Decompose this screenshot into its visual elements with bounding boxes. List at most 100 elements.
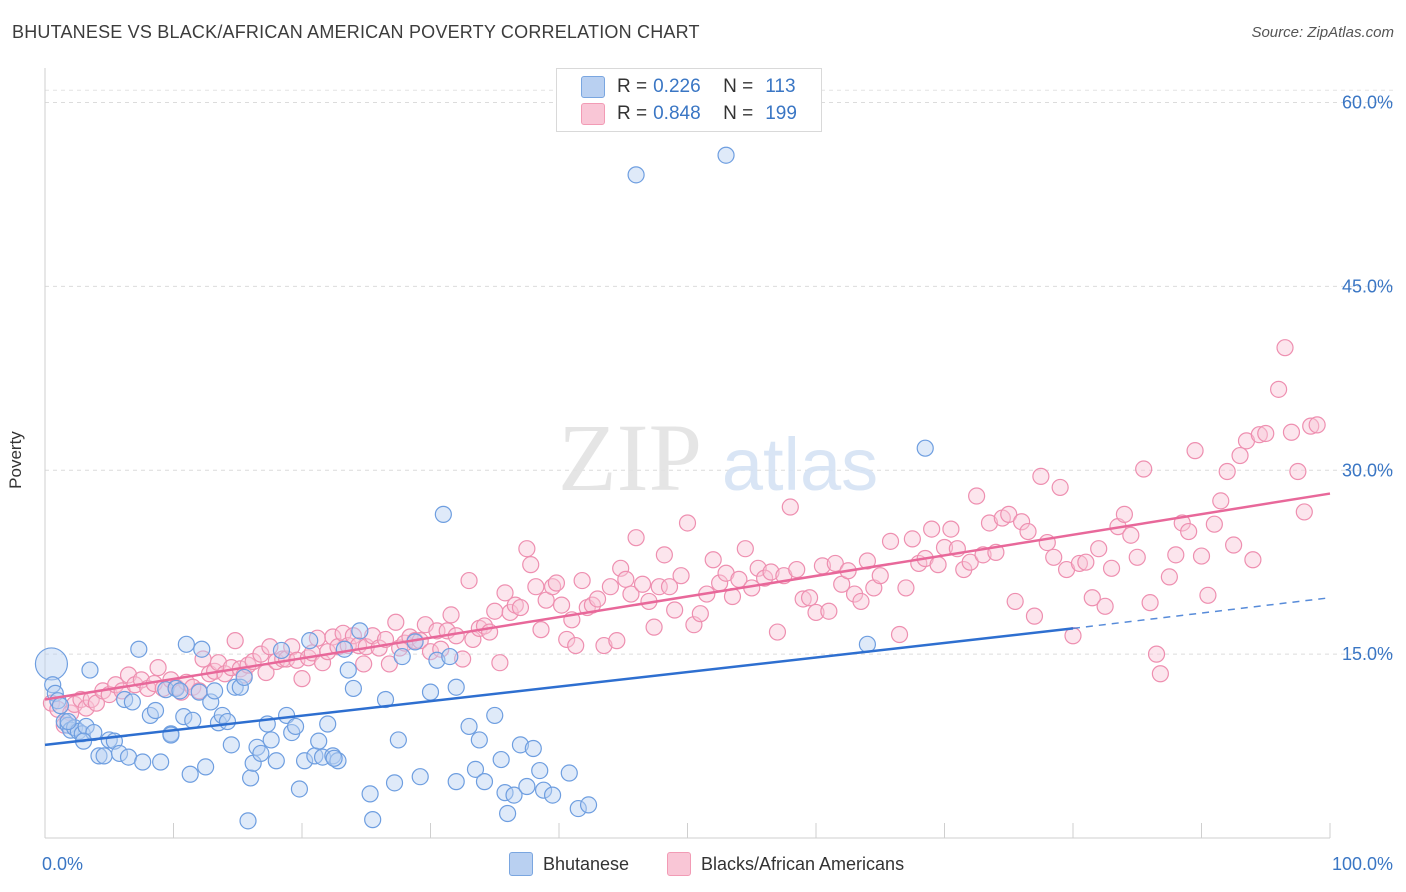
- black-point: [588, 590, 607, 608]
- black-point: [1083, 589, 1101, 607]
- y-tick-label: 45.0%: [1342, 276, 1393, 296]
- black-point: [871, 567, 889, 585]
- chart-title: BHUTANESE VS BLACK/AFRICAN AMERICAN POVE…: [12, 22, 700, 42]
- bhutanese-point: [569, 799, 587, 818]
- bhutanese-point: [181, 765, 199, 783]
- bottom-swatch-pink: [667, 852, 691, 876]
- black-point: [77, 699, 95, 717]
- bhutanese-point: [499, 804, 517, 823]
- black-point: [1212, 492, 1230, 510]
- bhutanese-point: [492, 750, 510, 769]
- legend-row-black: R = 0.848 N = 199: [581, 102, 797, 126]
- x-tick-label: 0.0%: [42, 854, 83, 874]
- black-point: [1006, 592, 1024, 611]
- black-point: [1186, 442, 1204, 460]
- n-value-black: 199: [765, 103, 797, 124]
- bhutanese-point: [184, 711, 202, 729]
- bhutanese-point: [152, 753, 170, 771]
- black-point: [794, 590, 812, 608]
- n-label: N =: [723, 103, 754, 124]
- black-point: [1090, 540, 1108, 558]
- black-point: [980, 514, 999, 532]
- black-point: [1151, 665, 1169, 683]
- black-point: [961, 553, 979, 571]
- legend-swatch-blue: [581, 76, 605, 98]
- bhutanese-point: [447, 773, 465, 791]
- bhutanese-point: [486, 706, 504, 725]
- bhutanese-point: [235, 668, 253, 687]
- black-point: [1025, 607, 1044, 625]
- data-points: [34, 146, 1326, 830]
- bhutanese-point: [252, 744, 270, 763]
- bhutanese-point: [222, 736, 240, 754]
- bhutanese-point: [59, 712, 77, 731]
- bhutanese-point: [447, 678, 465, 696]
- black-point: [1115, 505, 1134, 523]
- black-point: [704, 551, 722, 569]
- black-point: [460, 571, 478, 590]
- bottom-legend-black[interactable]: Blacks/African Americans: [667, 851, 904, 877]
- black-point: [858, 552, 877, 570]
- black-point: [1167, 546, 1185, 564]
- black-point: [627, 529, 645, 547]
- bhutanese-point: [466, 760, 485, 778]
- axes: [44, 68, 1331, 839]
- black-point: [923, 520, 941, 538]
- n-label: N =: [723, 76, 754, 97]
- black-point: [226, 632, 244, 650]
- black-point: [1032, 467, 1050, 485]
- bhutanese-point: [272, 641, 291, 660]
- bhutanese-point: [534, 781, 553, 799]
- trend-lines: [44, 492, 1331, 747]
- legend-swatch-pink: [581, 103, 605, 125]
- black-point: [617, 570, 635, 588]
- bhutanese-point: [197, 758, 215, 776]
- black-point: [1128, 548, 1146, 566]
- bhutanese-point: [511, 736, 530, 754]
- black-point: [511, 598, 530, 617]
- r-value-bhutanese: 0.226: [653, 76, 701, 97]
- black-point: [890, 625, 909, 644]
- r-label: R =: [617, 76, 648, 97]
- black-point: [1180, 522, 1198, 541]
- bhutanese-point: [325, 749, 343, 767]
- black-point: [527, 578, 545, 596]
- r-value-black: 0.848: [653, 103, 701, 124]
- r-label: R =: [617, 103, 648, 124]
- stats-legend: R = 0.226 N = 113 R = 0.848 N = 199: [556, 68, 822, 132]
- black-point: [1102, 559, 1121, 577]
- black-point: [788, 560, 806, 579]
- bhutanese-point: [301, 632, 319, 650]
- n-value-bhutanese: 113: [765, 76, 796, 97]
- bottom-swatch-blue: [509, 852, 533, 876]
- black-point: [1302, 417, 1320, 435]
- y-tick-label: 15.0%: [1342, 644, 1393, 664]
- x-tick-label: 100.0%: [1332, 854, 1393, 874]
- bhutanese-point: [123, 693, 141, 711]
- watermark-atlas: atlas: [722, 423, 878, 506]
- watermark-zip: ZIP: [558, 404, 702, 511]
- black-point: [1147, 645, 1166, 663]
- black-point: [552, 596, 571, 614]
- black-trend-line: [44, 492, 1331, 701]
- black-point: [608, 632, 626, 650]
- bhutanese-point: [141, 706, 159, 725]
- bottom-legend-label: Blacks/African Americans: [701, 853, 905, 874]
- bhutanese-point: [310, 732, 328, 750]
- black-point: [454, 650, 472, 668]
- bhutanese-point: [95, 747, 113, 765]
- bhutanese-point: [239, 812, 257, 830]
- bhutanese-point: [231, 678, 249, 696]
- black-point: [1308, 416, 1326, 434]
- black-point: [601, 578, 620, 596]
- bhutanese-point: [242, 769, 260, 787]
- bhutanese-point: [202, 693, 220, 711]
- black-point: [573, 571, 591, 590]
- bhutanese-point: [470, 731, 488, 749]
- bhutanese-point: [262, 731, 280, 749]
- black-point: [1244, 551, 1262, 569]
- black-point: [929, 556, 947, 574]
- black-point: [672, 567, 690, 585]
- bottom-legend-bhutanese[interactable]: Bhutanese: [509, 851, 629, 877]
